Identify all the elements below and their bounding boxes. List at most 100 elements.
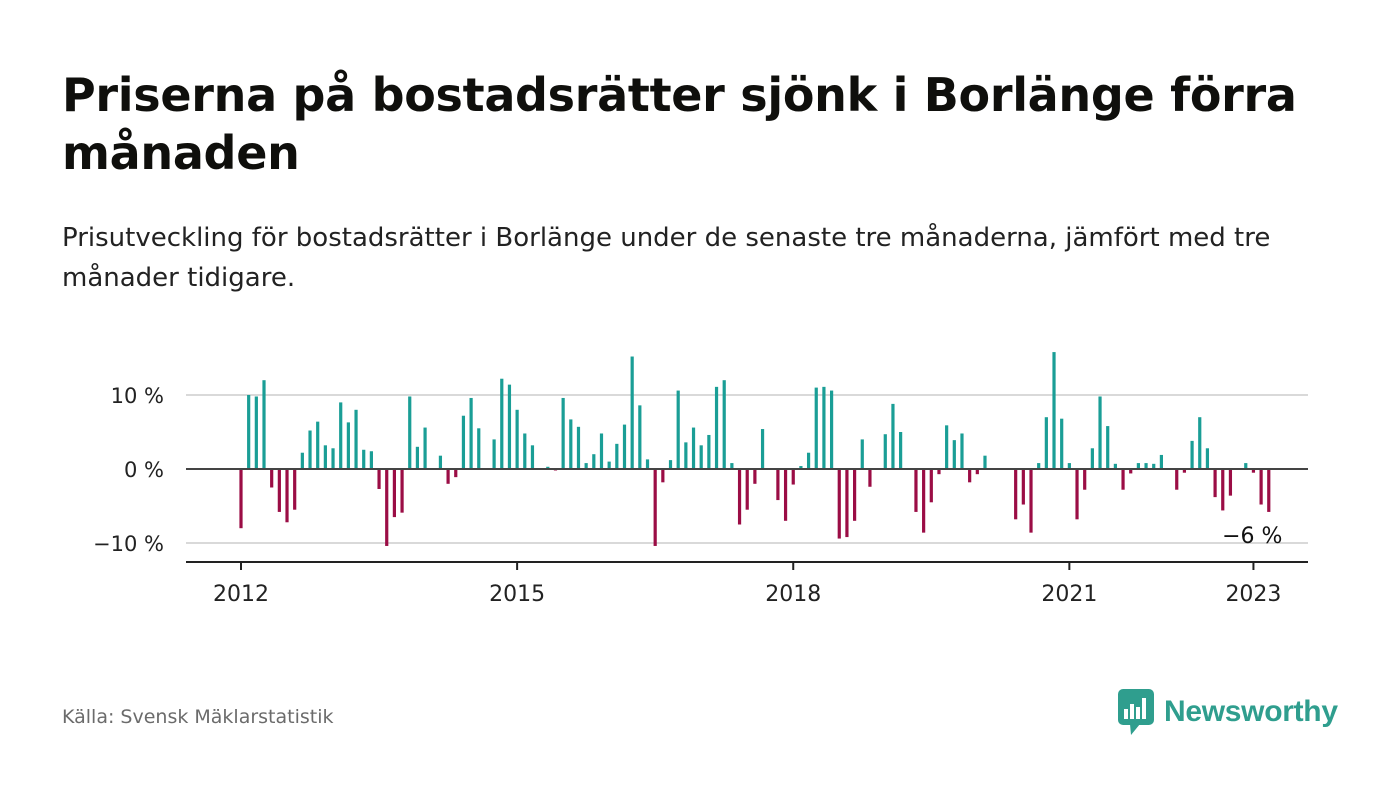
bar — [1113, 463, 1117, 469]
bar — [760, 429, 765, 469]
bar — [584, 463, 588, 469]
bar — [1182, 469, 1187, 473]
bar — [254, 396, 258, 469]
bar — [622, 424, 627, 469]
bar — [968, 469, 972, 483]
bar — [415, 446, 420, 469]
bar — [300, 452, 304, 469]
bar — [599, 433, 604, 469]
bar — [331, 448, 335, 469]
bar — [492, 439, 496, 469]
bar — [638, 405, 642, 469]
bar — [1244, 463, 1248, 469]
bar — [1136, 463, 1140, 469]
bar — [446, 469, 450, 484]
bar — [507, 384, 512, 469]
brand-name: Newsworthy — [1164, 695, 1338, 728]
bar — [1190, 440, 1194, 469]
bar — [1251, 469, 1256, 473]
bar — [1029, 469, 1033, 533]
bar — [247, 395, 251, 469]
bar — [277, 469, 281, 512]
bar — [576, 426, 581, 469]
bar — [1198, 417, 1202, 469]
bar — [1267, 469, 1271, 512]
bar — [983, 455, 987, 469]
bar — [845, 469, 849, 538]
bar — [676, 390, 680, 469]
bar — [423, 427, 427, 469]
bar — [937, 469, 941, 475]
bar — [1060, 418, 1064, 469]
bar — [323, 445, 327, 469]
bar — [1144, 463, 1148, 469]
bar — [530, 445, 535, 469]
bar — [1213, 469, 1217, 498]
bar — [929, 469, 933, 503]
last-value-annotation: −6 % — [1222, 524, 1282, 549]
bar — [1075, 469, 1079, 520]
bar — [477, 428, 481, 469]
bar — [377, 469, 381, 489]
bar — [1098, 396, 1102, 469]
bar — [891, 403, 895, 469]
bar — [607, 461, 611, 469]
bar — [645, 459, 650, 469]
bar — [668, 460, 673, 469]
y-tick-label: −10 % — [93, 532, 164, 556]
bar — [822, 386, 826, 469]
bar — [691, 427, 696, 469]
bar — [1083, 469, 1087, 490]
brand-logo: Newsworthy — [1118, 688, 1338, 736]
bar — [707, 434, 711, 469]
bar — [883, 434, 887, 469]
bar — [346, 422, 350, 469]
bar — [653, 469, 657, 546]
bar — [1021, 469, 1025, 505]
bar — [239, 469, 243, 529]
bar — [714, 386, 719, 469]
bar — [339, 402, 343, 469]
x-tick-label: 2023 — [1225, 582, 1281, 607]
bar — [1090, 448, 1094, 469]
bar — [454, 469, 458, 478]
bar — [262, 380, 266, 469]
bar — [523, 433, 527, 469]
bar — [753, 469, 757, 484]
bar — [1037, 463, 1041, 469]
bar — [806, 452, 811, 469]
bar — [922, 469, 926, 533]
bar — [1044, 417, 1048, 469]
bar — [561, 397, 565, 469]
bar — [1152, 463, 1156, 469]
labels: −10 % 0 % 10 % 2012 2015 2018 2021 2023 −6 % — [93, 384, 1282, 607]
bar — [385, 469, 389, 546]
bar — [1259, 469, 1263, 505]
bar — [868, 469, 872, 487]
source-note: Källa: Svensk Mäklarstatistik — [62, 706, 334, 728]
bar — [592, 454, 596, 469]
bar — [500, 378, 504, 469]
bar — [546, 466, 550, 469]
bar — [1052, 352, 1056, 469]
bar — [285, 469, 289, 523]
bar — [1205, 448, 1210, 469]
bar — [799, 466, 803, 469]
bar — [354, 409, 358, 469]
bar — [1175, 469, 1179, 490]
y-tick-label: 0 % — [124, 458, 164, 482]
bar — [837, 469, 841, 539]
bar — [745, 469, 749, 510]
bar — [308, 430, 312, 469]
bar — [1121, 469, 1125, 490]
bar — [316, 421, 320, 469]
bar — [630, 356, 634, 469]
bar — [615, 443, 619, 469]
bar — [1159, 454, 1163, 469]
bar — [515, 409, 519, 469]
bar — [369, 451, 373, 469]
chart-subtitle: Prisutveckling för bostadsrätter i Borlä… — [62, 223, 1271, 293]
bar — [362, 449, 366, 469]
bar — [461, 415, 466, 469]
